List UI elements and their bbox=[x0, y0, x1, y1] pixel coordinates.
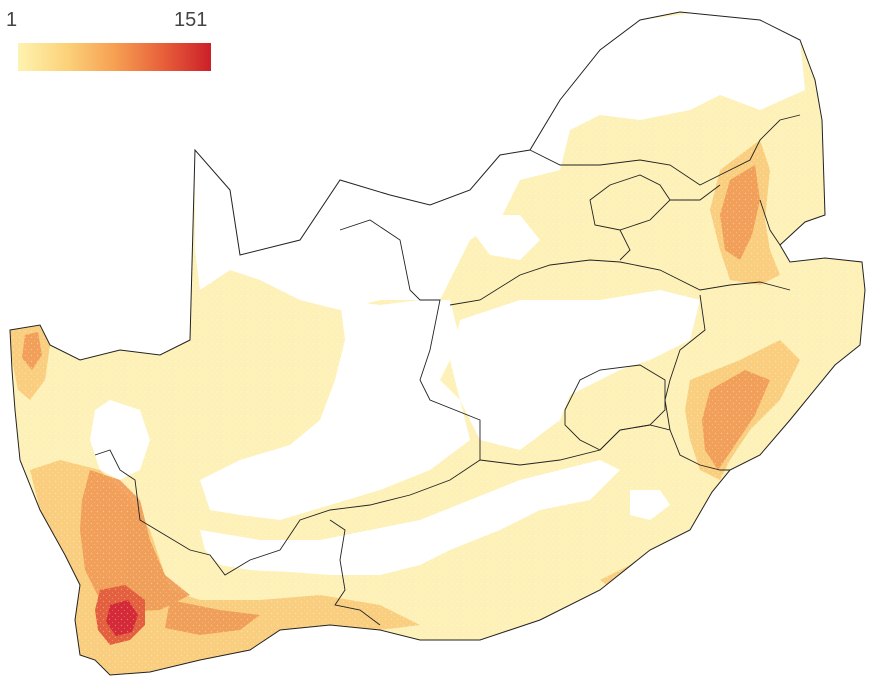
province-borders bbox=[94, 114, 801, 626]
border-kzn-west bbox=[664, 294, 706, 431]
border-free-state-north bbox=[449, 259, 791, 306]
border-northern-cape bbox=[94, 219, 481, 576]
legend-gradient-bar bbox=[18, 43, 211, 71]
country-border bbox=[9, 11, 866, 676]
border-western-eastern-cape bbox=[329, 519, 381, 626]
border-eswatini-west bbox=[759, 199, 781, 246]
border-limpopo-south bbox=[529, 114, 801, 186]
legend-max-label: 151 bbox=[174, 9, 208, 31]
legend-min-label: 1 bbox=[6, 9, 18, 31]
border-lesotho bbox=[564, 364, 666, 451]
border-mpumalanga bbox=[619, 184, 721, 261]
color-legend: 1 151 bbox=[0, 0, 230, 80]
